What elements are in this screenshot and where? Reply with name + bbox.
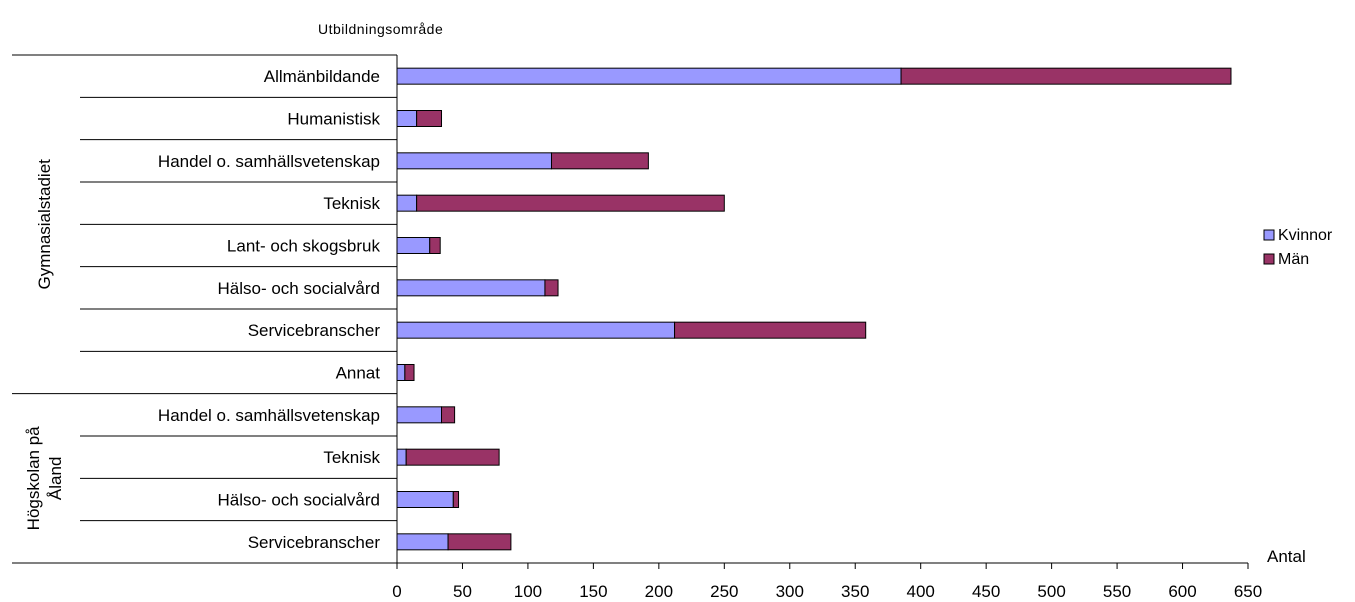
group-label-line: Högskolan på	[24, 426, 43, 531]
group-label-1: Högskolan på Åland	[24, 426, 65, 531]
bar-man	[674, 321, 867, 339]
category-label: Hälso- och socialvård	[217, 491, 380, 510]
x-tick-label: 300	[776, 582, 804, 601]
bar-man	[900, 67, 1232, 85]
bar-kvinnor	[396, 533, 449, 551]
x-tick-label: 450	[972, 582, 1000, 601]
x-tick-label: 350	[841, 582, 869, 601]
x-tick-label: 200	[645, 582, 673, 601]
bar-man	[550, 152, 649, 170]
bar-kvinnor	[396, 321, 676, 339]
x-tick-label: 250	[710, 582, 738, 601]
bar-kvinnor	[396, 194, 418, 212]
bar-kvinnor	[396, 237, 431, 254]
x-tick-label: 600	[1168, 582, 1196, 601]
bars	[396, 67, 1232, 551]
chart-title: Utbildningsområde	[318, 21, 443, 37]
group-label-0: Gymnasialstadiet	[35, 159, 54, 290]
bar-kvinnor	[396, 110, 418, 127]
category-label: Annat	[336, 364, 381, 383]
bar-kvinnor	[396, 406, 443, 424]
category-label: Handel o. samhällsvetenskap	[158, 406, 380, 425]
group-label-line: Åland	[46, 457, 65, 500]
x-tick-label: 650	[1234, 582, 1262, 601]
category-label: Teknisk	[323, 194, 380, 213]
bar-kvinnor	[396, 67, 902, 85]
bar-kvinnor	[396, 279, 546, 297]
bar-kvinnor	[396, 491, 454, 508]
x-tick-label: 400	[907, 582, 935, 601]
category-label: Humanistisk	[287, 110, 380, 129]
group-labels: Gymnasialstadiet Högskolan på Åland	[24, 159, 65, 530]
category-label: Teknisk	[323, 448, 380, 467]
category-label: Servicebranscher	[248, 321, 381, 340]
x-tick-label: 50	[453, 582, 472, 601]
category-axis-frame	[12, 54, 1248, 564]
legend-label: Kvinnor	[1278, 227, 1333, 244]
x-tick-label: 150	[579, 582, 607, 601]
bar-man	[452, 491, 460, 508]
bar-man	[404, 364, 415, 381]
bar-man	[441, 406, 456, 424]
legend-swatch	[1263, 229, 1275, 241]
category-label: Servicebranscher	[248, 533, 381, 552]
bar-kvinnor	[396, 448, 407, 466]
bar-kvinnor	[396, 152, 552, 170]
bar-man	[429, 237, 441, 254]
category-label: Handel o. samhällsvetenskap	[158, 152, 380, 171]
group-label-line: Gymnasialstadiet	[35, 159, 54, 290]
category-label: Hälso- och socialvård	[217, 279, 380, 298]
category-labels: Allmänbildande Humanistisk Handel o. samhä…	[158, 67, 381, 552]
category-label: Allmänbildande	[264, 67, 380, 86]
bar-man	[447, 533, 512, 551]
x-tick-label: 100	[514, 582, 542, 601]
bar-man	[416, 194, 725, 212]
bar-man	[416, 110, 443, 127]
category-label: Lant- och skogsbruk	[227, 237, 381, 256]
legend-label: Män	[1278, 251, 1309, 268]
x-axis-label: Antal	[1267, 547, 1306, 566]
bar-man	[544, 279, 559, 297]
x-axis-ticks: 0 50 100 150 200 250 300 350 400 450 500 550 600 650	[392, 563, 1262, 601]
bar-kvinnor	[396, 364, 406, 381]
legend: Kvinnor Män	[1263, 227, 1333, 268]
x-tick-label: 500	[1037, 582, 1065, 601]
legend-swatch	[1263, 253, 1275, 265]
x-tick-label: 550	[1103, 582, 1131, 601]
x-tick-label: 0	[392, 582, 401, 601]
bar-man	[405, 448, 500, 466]
